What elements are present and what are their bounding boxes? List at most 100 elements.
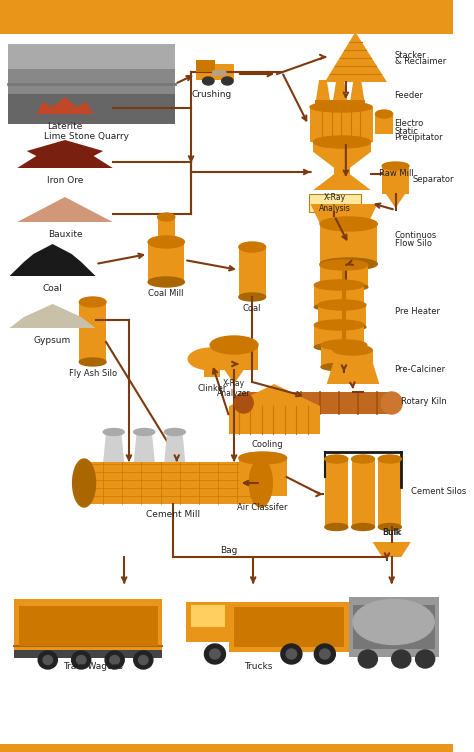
Ellipse shape xyxy=(148,277,184,287)
Ellipse shape xyxy=(381,392,402,414)
Ellipse shape xyxy=(239,293,265,301)
Polygon shape xyxy=(332,80,348,104)
Text: Coal: Coal xyxy=(43,284,63,293)
Ellipse shape xyxy=(314,320,364,330)
Polygon shape xyxy=(310,204,377,224)
Text: Feeder: Feeder xyxy=(394,92,424,101)
Ellipse shape xyxy=(281,644,302,664)
Bar xyxy=(186,602,234,642)
Bar xyxy=(14,599,163,654)
Ellipse shape xyxy=(219,71,223,75)
Polygon shape xyxy=(17,140,113,168)
Text: Electro: Electro xyxy=(394,120,424,129)
Ellipse shape xyxy=(210,336,258,354)
Polygon shape xyxy=(313,152,371,168)
Bar xyxy=(314,285,364,307)
Ellipse shape xyxy=(320,258,377,270)
Polygon shape xyxy=(225,370,244,384)
Text: Bauxite: Bauxite xyxy=(48,230,82,239)
Ellipse shape xyxy=(79,358,106,366)
Ellipse shape xyxy=(353,599,434,644)
Polygon shape xyxy=(103,432,124,462)
Ellipse shape xyxy=(416,650,435,668)
Text: Cement Silos: Cement Silos xyxy=(411,487,466,496)
Ellipse shape xyxy=(321,340,367,350)
Bar xyxy=(191,605,225,627)
Ellipse shape xyxy=(310,102,372,112)
Ellipse shape xyxy=(320,217,377,231)
Ellipse shape xyxy=(392,650,411,668)
Bar xyxy=(210,345,258,370)
Ellipse shape xyxy=(164,429,185,435)
Polygon shape xyxy=(325,32,387,82)
Ellipse shape xyxy=(321,363,367,371)
Bar xyxy=(229,602,349,652)
Polygon shape xyxy=(315,80,330,104)
Bar xyxy=(148,242,184,282)
Bar xyxy=(352,459,374,527)
Ellipse shape xyxy=(148,236,184,248)
Bar xyxy=(204,359,220,377)
Bar xyxy=(378,459,401,527)
Text: Coal Mill: Coal Mill xyxy=(148,289,184,298)
Ellipse shape xyxy=(239,242,265,252)
Text: Separator: Separator xyxy=(413,175,454,184)
Bar xyxy=(333,350,373,362)
Text: Gypsum: Gypsum xyxy=(34,336,71,345)
Bar xyxy=(334,166,350,176)
Bar xyxy=(309,194,361,212)
Bar xyxy=(320,224,377,264)
Ellipse shape xyxy=(212,71,218,75)
Text: Static: Static xyxy=(394,126,419,135)
Bar xyxy=(325,459,348,527)
Ellipse shape xyxy=(319,649,330,659)
Text: & Reclaimer: & Reclaimer xyxy=(394,57,446,66)
Bar xyxy=(318,305,366,327)
Ellipse shape xyxy=(325,455,348,463)
Ellipse shape xyxy=(314,280,364,290)
Ellipse shape xyxy=(158,213,175,221)
Ellipse shape xyxy=(313,136,371,148)
Ellipse shape xyxy=(352,523,374,530)
Polygon shape xyxy=(373,542,411,557)
Polygon shape xyxy=(196,64,234,80)
Text: Bulk: Bulk xyxy=(383,528,401,537)
Bar xyxy=(84,462,261,504)
Bar xyxy=(158,217,175,242)
Text: Bulk: Bulk xyxy=(382,528,401,537)
Ellipse shape xyxy=(382,162,409,170)
Ellipse shape xyxy=(138,656,148,665)
Text: Raw Mill: Raw Mill xyxy=(379,169,414,178)
Ellipse shape xyxy=(134,651,153,669)
Bar xyxy=(0,744,453,752)
Ellipse shape xyxy=(234,393,253,413)
Bar xyxy=(14,650,163,658)
Text: MANUFACTURING PROCESS: MANUFACTURING PROCESS xyxy=(77,8,375,26)
Ellipse shape xyxy=(358,650,377,668)
Text: Flow Silo: Flow Silo xyxy=(394,238,431,247)
Bar xyxy=(79,302,106,362)
Text: Fly Ash Silo: Fly Ash Silo xyxy=(69,369,117,378)
Ellipse shape xyxy=(105,651,124,669)
Text: Laterite: Laterite xyxy=(47,122,82,131)
Ellipse shape xyxy=(239,452,287,464)
Ellipse shape xyxy=(378,523,401,530)
Bar xyxy=(239,247,265,297)
Bar xyxy=(196,60,215,72)
Ellipse shape xyxy=(221,71,226,75)
Text: Continuos: Continuos xyxy=(394,232,437,241)
Bar xyxy=(8,44,175,124)
Ellipse shape xyxy=(216,71,220,75)
Ellipse shape xyxy=(314,644,335,664)
Bar xyxy=(313,142,371,152)
Text: Pre-Calciner: Pre-Calciner xyxy=(394,365,446,374)
Ellipse shape xyxy=(378,455,401,463)
Text: X-Ray
Analyzer: X-Ray Analyzer xyxy=(217,379,251,399)
Text: Trucks: Trucks xyxy=(244,662,272,671)
Polygon shape xyxy=(9,244,96,276)
Bar xyxy=(382,166,409,194)
Polygon shape xyxy=(350,22,361,32)
Bar xyxy=(193,359,231,367)
Bar xyxy=(8,44,175,69)
Bar xyxy=(349,597,439,657)
